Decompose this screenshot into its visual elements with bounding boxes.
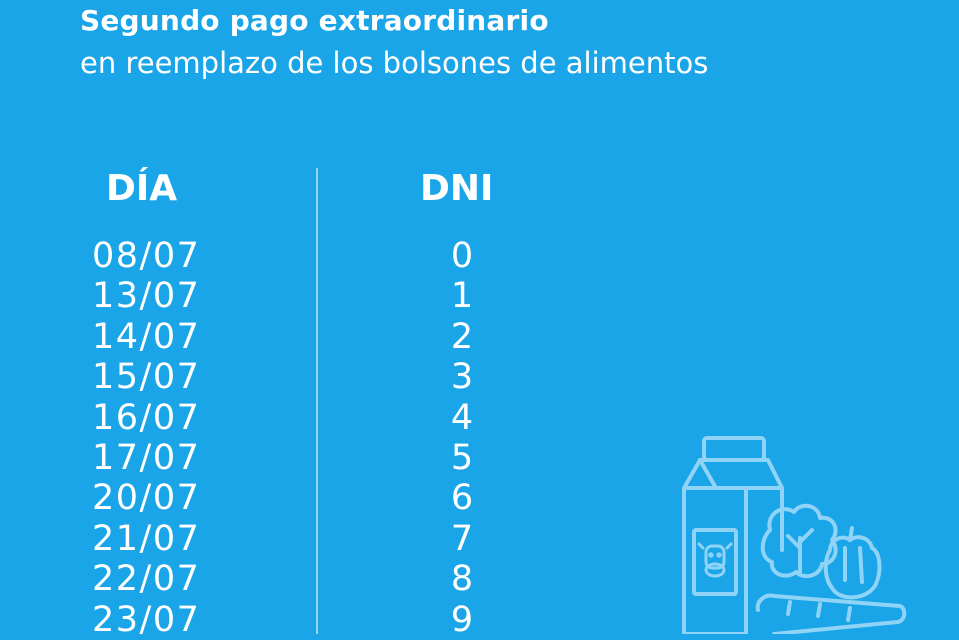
table-row: 23/07 9 [0, 600, 600, 640]
table-row: 20/07 6 [0, 478, 600, 518]
pepper-icon [823, 526, 882, 600]
row-dni: 4 [450, 397, 474, 438]
row-date: 15/07 [92, 357, 201, 398]
row-date: 21/07 [92, 518, 201, 559]
row-dni: 5 [450, 437, 474, 478]
table-row: 14/07 2 [0, 317, 600, 357]
row-date: 17/07 [92, 437, 201, 478]
row-dni: 1 [450, 276, 474, 317]
page-subtitle: en reemplazo de los bolsones de alimento… [80, 46, 709, 80]
column-header-dni: DNI [420, 168, 494, 209]
table-row: 17/07 5 [0, 438, 600, 478]
groceries-icon [682, 436, 907, 636]
cow-icon [697, 542, 733, 578]
row-date: 13/07 [92, 276, 201, 317]
row-dni: 7 [450, 518, 474, 559]
carrot-icon [755, 593, 907, 636]
table-row: 21/07 7 [0, 519, 600, 559]
row-date: 22/07 [92, 559, 201, 600]
table-row: 15/07 3 [0, 357, 600, 397]
table-row: 22/07 8 [0, 559, 600, 599]
row-date: 08/07 [92, 236, 201, 276]
milk-carton-icon [682, 436, 784, 636]
row-dni: 3 [450, 357, 474, 398]
table-row: 08/07 0 [0, 236, 600, 276]
row-date: 23/07 [92, 599, 201, 640]
column-header-day: DÍA [106, 168, 178, 209]
row-date: 20/07 [92, 478, 201, 519]
row-date: 16/07 [92, 397, 201, 438]
column-divider [316, 168, 318, 634]
row-dni: 9 [450, 599, 474, 640]
groceries-illustration [670, 430, 950, 636]
row-date: 14/07 [92, 316, 201, 357]
row-dni: 6 [450, 478, 474, 519]
row-dni: 2 [450, 316, 474, 357]
page-title: Segundo pago extraordinario [80, 4, 549, 37]
row-dni: 0 [450, 236, 474, 276]
table-row: 16/07 4 [0, 398, 600, 438]
table-row: 13/07 1 [0, 276, 600, 316]
row-dni: 8 [450, 559, 474, 600]
lettuce-icon [760, 503, 838, 579]
schedule-table: 08/07 0 13/07 1 14/07 2 15/07 3 16/07 4 … [0, 236, 600, 640]
